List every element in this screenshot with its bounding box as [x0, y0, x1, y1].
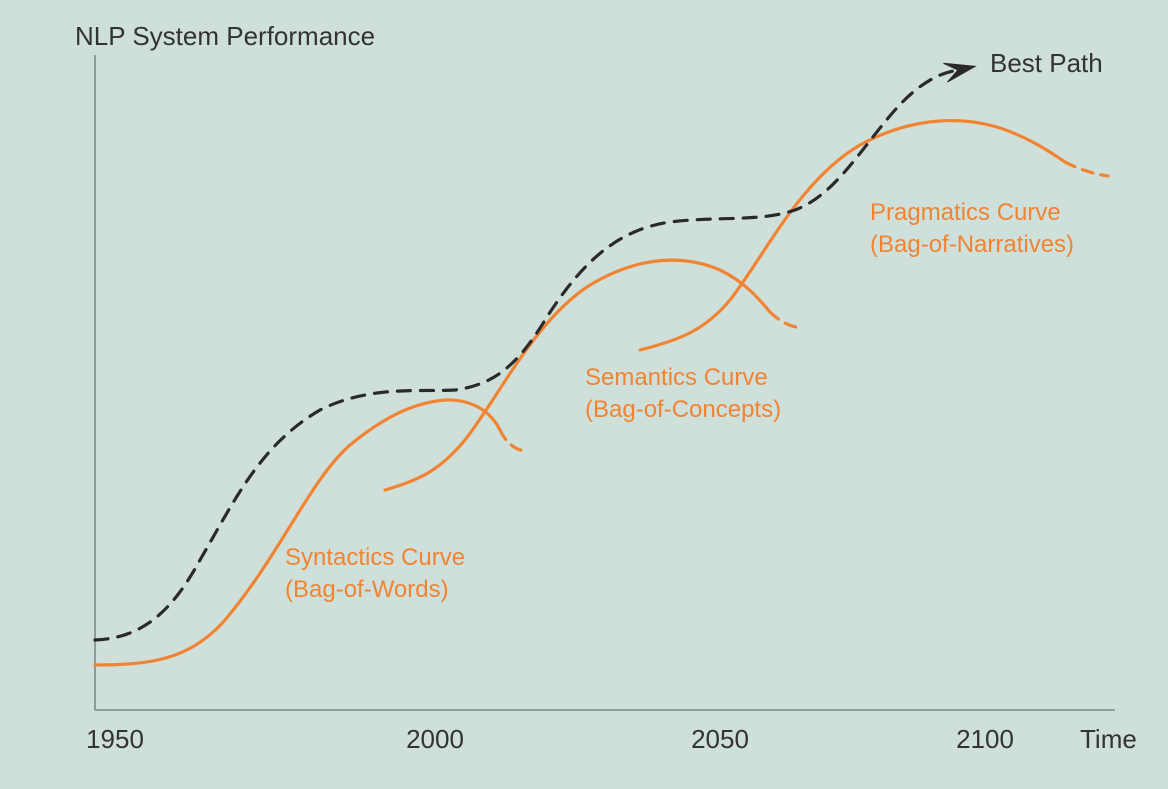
chart-background	[0, 0, 1168, 789]
x-tick-label: 2000	[406, 724, 464, 754]
best-path-label: Best Path	[990, 48, 1103, 78]
x-tick-label: 2100	[956, 724, 1014, 754]
chart-svg: NLP System Performance 1950 2000 2050 2100 Ti…	[0, 0, 1168, 789]
x-tick-label: 2050	[691, 724, 749, 754]
syntactics-label-line1: Syntactics Curve	[285, 544, 465, 571]
semantics-label-line1: Semantics Curve	[585, 364, 768, 391]
x-tick-label: 1950	[86, 724, 144, 754]
x-axis-label: Time	[1080, 724, 1137, 754]
pragmatics-label-line1: Pragmatics Curve	[870, 199, 1061, 226]
semantics-label-line2: (Bag-of-Concepts)	[585, 396, 781, 423]
syntactics-label-line2: (Bag-of-Words)	[285, 576, 449, 603]
pragmatics-label-line2: (Bag-of-Narratives)	[870, 231, 1074, 258]
y-axis-title: NLP System Performance	[75, 21, 375, 51]
nlp-performance-chart: NLP System Performance 1950 2000 2050 2100 Ti…	[0, 0, 1168, 789]
